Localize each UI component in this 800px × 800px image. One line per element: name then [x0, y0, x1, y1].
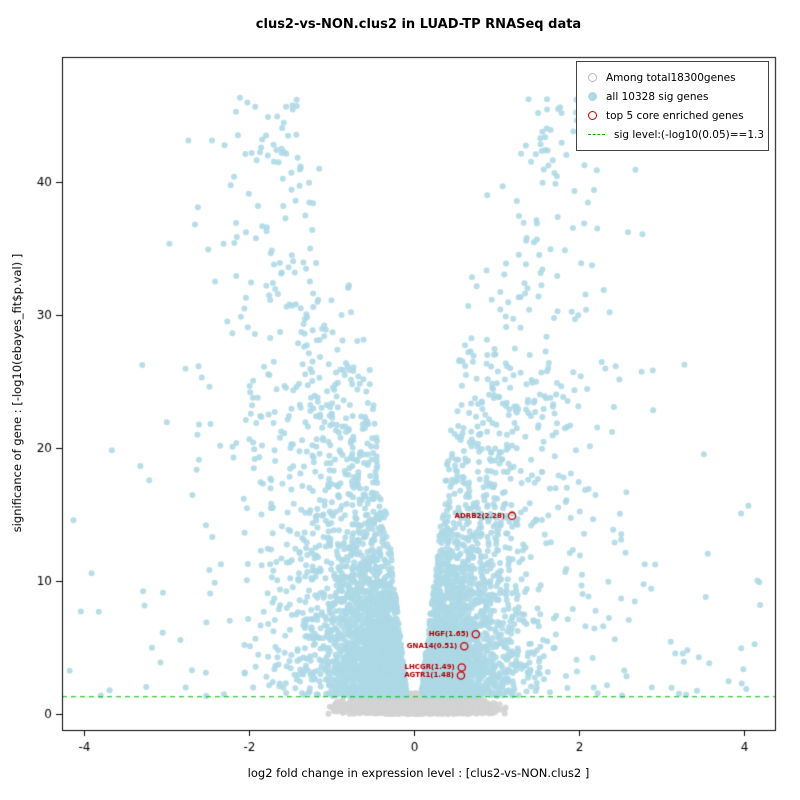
- legend-item: sig level:(-log10(0.05)==1.3: [588, 125, 764, 144]
- legend-item-label: Among total18300genes: [606, 71, 736, 84]
- y-axis-label: significance of gene : [-log10(ebayes_fi…: [10, 253, 24, 533]
- legend-item: Among total18300genes: [588, 68, 764, 87]
- legend-item-label: top 5 core enriched genes: [606, 109, 744, 122]
- open-gray-circle-icon: [588, 73, 597, 82]
- legend-item: top 5 core enriched genes: [588, 106, 764, 125]
- chart-legend: Among total18300genes all 10328 sig genes…: [576, 61, 769, 151]
- legend-item-label: all 10328 sig genes: [606, 90, 709, 103]
- filled-blue-circle-icon: [588, 92, 597, 101]
- legend-item: all 10328 sig genes: [588, 87, 764, 106]
- dashed-line-icon: [588, 134, 605, 135]
- legend-item-label: sig level:(-log10(0.05)==1.3: [614, 128, 765, 141]
- open-red-circle-icon: [588, 111, 597, 120]
- x-axis-label: log2 fold change in expression level : […: [247, 766, 590, 780]
